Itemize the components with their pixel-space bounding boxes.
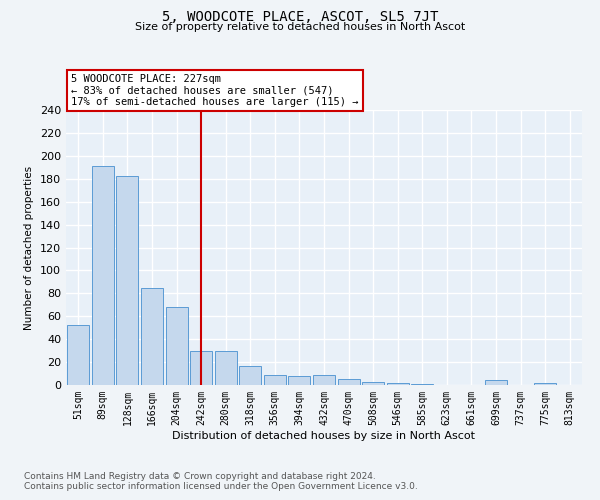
Bar [386,382,409,385]
Text: 5 WOODCOTE PLACE: 227sqm
← 83% of detached houses are smaller (547)
17% of semi-: 5 WOODCOTE PLACE: 227sqm ← 83% of detach… [71,74,359,108]
Bar [190,350,212,385]
Bar [264,374,286,385]
Bar [313,374,335,385]
Bar [166,307,188,385]
Bar [141,288,163,385]
Bar [534,382,556,385]
Bar [362,382,384,385]
Bar [92,166,114,385]
Bar [411,384,433,385]
Text: Contains HM Land Registry data © Crown copyright and database right 2024.: Contains HM Land Registry data © Crown c… [24,472,376,481]
Text: Size of property relative to detached houses in North Ascot: Size of property relative to detached ho… [135,22,465,32]
Bar [67,326,89,385]
Bar [338,380,359,385]
Bar [485,380,507,385]
Text: Contains public sector information licensed under the Open Government Licence v3: Contains public sector information licen… [24,482,418,491]
Bar [215,350,237,385]
X-axis label: Distribution of detached houses by size in North Ascot: Distribution of detached houses by size … [173,430,476,440]
Y-axis label: Number of detached properties: Number of detached properties [25,166,34,330]
Bar [239,366,262,385]
Text: 5, WOODCOTE PLACE, ASCOT, SL5 7JT: 5, WOODCOTE PLACE, ASCOT, SL5 7JT [162,10,438,24]
Bar [289,376,310,385]
Bar [116,176,139,385]
